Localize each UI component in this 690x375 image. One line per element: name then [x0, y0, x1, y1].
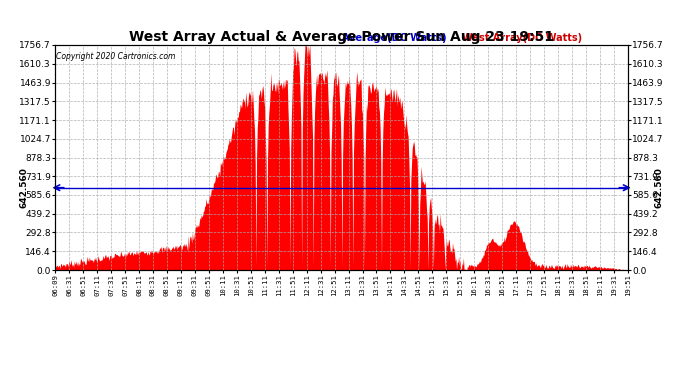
Text: Copyright 2020 Cartronics.com: Copyright 2020 Cartronics.com: [57, 52, 176, 61]
Title: West Array Actual & Average Power Sun Aug 23 19:51: West Array Actual & Average Power Sun Au…: [129, 30, 554, 44]
Text: West Array(DC Watts): West Array(DC Watts): [462, 33, 582, 43]
Text: Average(DC Watts): Average(DC Watts): [342, 33, 446, 43]
Text: 642.560: 642.560: [19, 167, 28, 208]
Text: 642.560: 642.560: [655, 167, 664, 208]
